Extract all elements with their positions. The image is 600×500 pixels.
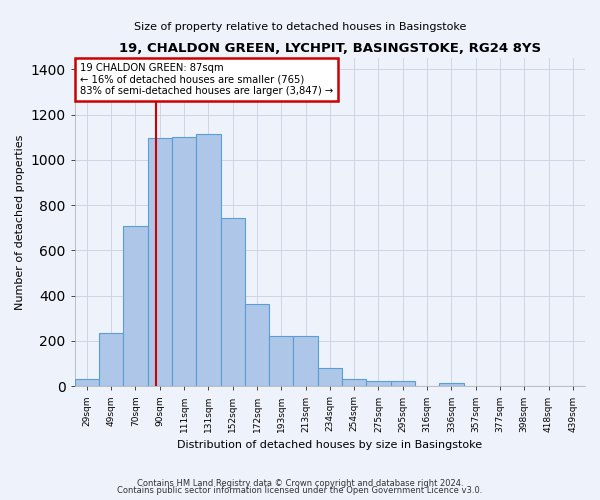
Bar <box>196 134 221 386</box>
Bar <box>367 382 391 386</box>
Bar <box>148 138 172 386</box>
Bar <box>99 333 124 386</box>
Bar <box>75 380 99 386</box>
Text: Size of property relative to detached houses in Basingstoke: Size of property relative to detached ho… <box>134 22 466 32</box>
Bar <box>391 382 415 386</box>
Bar <box>439 383 464 386</box>
Bar <box>293 336 318 386</box>
Bar <box>342 380 367 386</box>
Text: 19 CHALDON GREEN: 87sqm
← 16% of detached houses are smaller (765)
83% of semi-d: 19 CHALDON GREEN: 87sqm ← 16% of detache… <box>80 63 333 96</box>
Text: Contains public sector information licensed under the Open Government Licence v3: Contains public sector information licen… <box>118 486 482 495</box>
X-axis label: Distribution of detached houses by size in Basingstoke: Distribution of detached houses by size … <box>177 440 482 450</box>
Title: 19, CHALDON GREEN, LYCHPIT, BASINGSTOKE, RG24 8YS: 19, CHALDON GREEN, LYCHPIT, BASINGSTOKE,… <box>119 42 541 56</box>
Bar <box>172 138 196 386</box>
Bar <box>124 226 148 386</box>
Y-axis label: Number of detached properties: Number of detached properties <box>15 134 25 310</box>
Text: Contains HM Land Registry data © Crown copyright and database right 2024.: Contains HM Land Registry data © Crown c… <box>137 478 463 488</box>
Bar <box>221 218 245 386</box>
Bar <box>269 336 293 386</box>
Bar <box>245 304 269 386</box>
Bar <box>318 368 342 386</box>
